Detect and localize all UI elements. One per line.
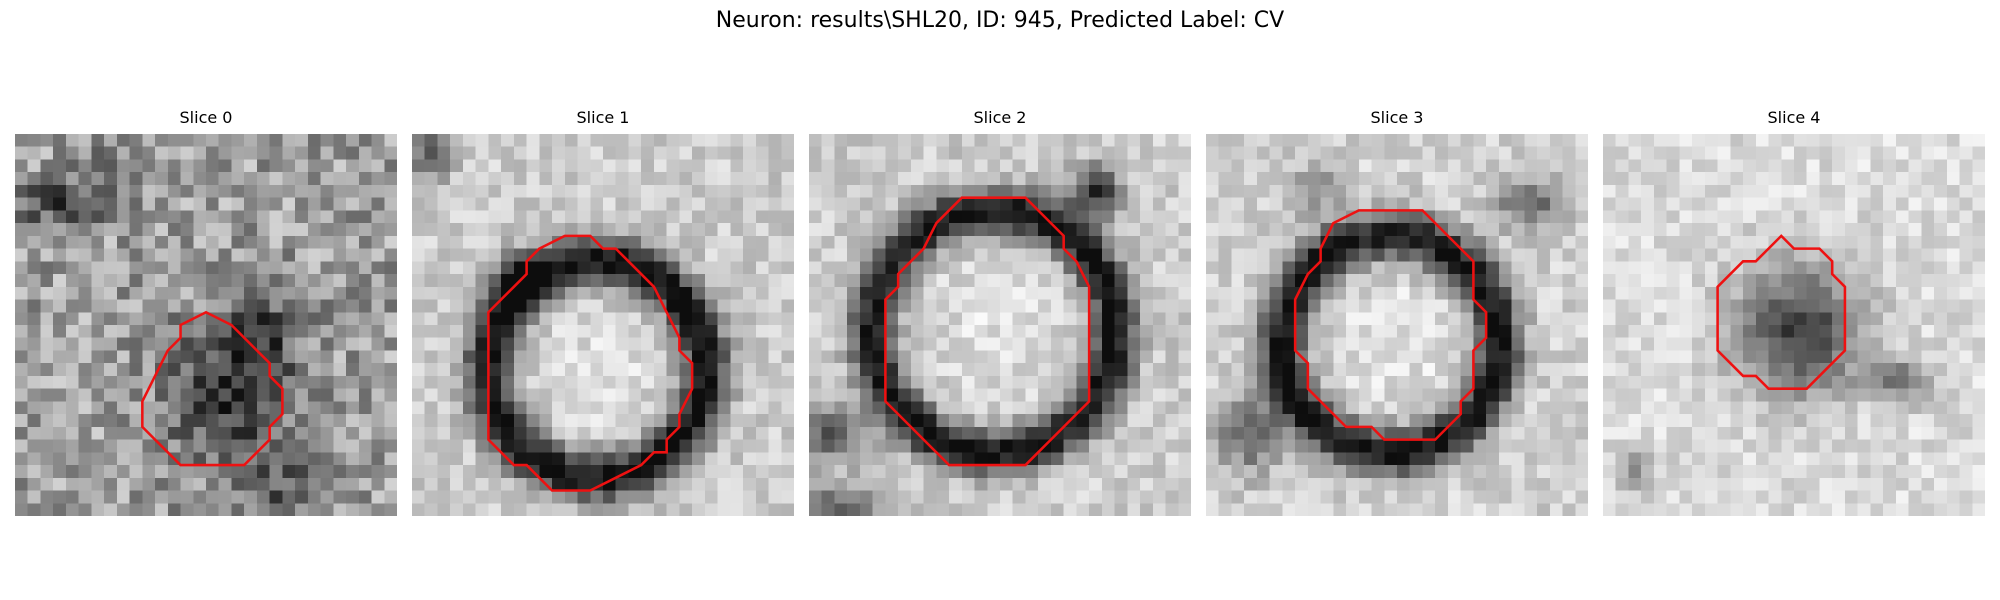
slice-2-title: Slice 2 (973, 108, 1027, 127)
slice-1-image (412, 134, 794, 516)
slice-0-image (15, 134, 397, 516)
slice-3-title: Slice 3 (1370, 108, 1424, 127)
slice-4-image (1603, 134, 1985, 516)
slice-3-image (1206, 134, 1588, 516)
slice-3-overlay (1293, 209, 1488, 441)
slice-1-title: Slice 1 (576, 108, 630, 127)
slice-2-panel (809, 134, 1191, 516)
slice-1-contour (487, 234, 694, 492)
slice-4-overlay (1716, 234, 1847, 390)
slice-0-overlay (141, 310, 284, 467)
slice-0-title: Slice 0 (179, 108, 233, 127)
slice-2-contour (884, 196, 1091, 467)
figure-title: Neuron: results\SHL20, ID: 945, Predicte… (715, 8, 1285, 33)
slice-1-overlay (487, 234, 694, 492)
slice-2-overlay (884, 196, 1091, 467)
slice-4-title: Slice 4 (1767, 108, 1821, 127)
slice-0-contour (141, 310, 284, 467)
slice-0-panel (15, 134, 397, 516)
slice-3-contour (1293, 209, 1488, 441)
slice-1-panel (412, 134, 794, 516)
slice-3-panel (1206, 134, 1588, 516)
slice-4-panel (1603, 134, 1985, 516)
slice-4-contour (1716, 234, 1847, 390)
